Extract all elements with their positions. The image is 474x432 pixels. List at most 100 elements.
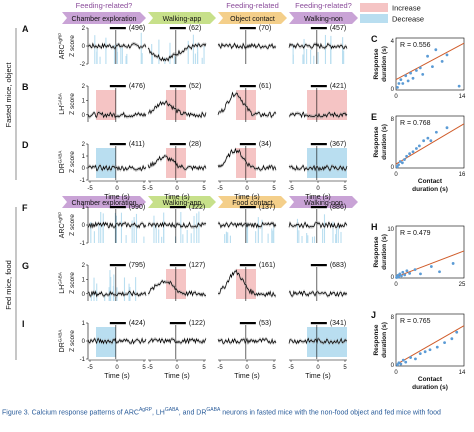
scatter-xlabel-line-J-0: Contact bbox=[418, 376, 443, 383]
event-bar-3-0 bbox=[109, 206, 126, 209]
decrease-stripe-3-1-6 bbox=[193, 215, 195, 243]
event-count-0-2: (70) bbox=[259, 25, 271, 32]
event-count-5-0: (424) bbox=[129, 320, 145, 327]
figure-canvas: Fasted mice, object Fed mice, food Feeding… bbox=[4, 1, 466, 391]
decrease-stripe-3-0-12 bbox=[93, 231, 95, 243]
decrease-stripe-0-1-9 bbox=[187, 40, 189, 64]
scatter-fit-C bbox=[395, 42, 465, 81]
panel-letter-G: G bbox=[22, 261, 29, 271]
zscore-label-text-2: Z score bbox=[69, 151, 76, 173]
event-bar-3-2 bbox=[239, 206, 256, 209]
x-tick-label-5-3-1: 0 bbox=[316, 365, 320, 371]
header-top-tag-2: Feeding-related bbox=[226, 1, 279, 10]
decrease-stripe-0-0-13 bbox=[141, 53, 143, 64]
header-bottom-arrow-3 bbox=[289, 196, 358, 208]
event-count-1-0: (476) bbox=[129, 83, 145, 90]
scatter-fit-H bbox=[395, 250, 465, 278]
scatter-xtick-0-C: 0 bbox=[394, 94, 398, 100]
x-tick-label-5-2-2: 5 bbox=[272, 365, 276, 371]
y-tick-label-1-1: 1 bbox=[82, 98, 86, 104]
scatter-ytick-1-C: 4 bbox=[391, 39, 395, 45]
scatter-point-E-13 bbox=[434, 130, 438, 134]
scatter-point-C-16 bbox=[457, 84, 461, 88]
x-tick-label-2-3-0: -5 bbox=[288, 186, 294, 192]
legend-decrease-swatch bbox=[360, 14, 388, 23]
event-count-3-3: (886) bbox=[330, 204, 346, 211]
group-label-fasted-text: Fasted mice, object bbox=[4, 62, 13, 128]
trace-sem-4-1 bbox=[148, 278, 206, 298]
panel-letter-C: C bbox=[371, 34, 378, 44]
legend-increase-label: Increase bbox=[392, 4, 421, 13]
trace-line-2-1 bbox=[147, 155, 207, 172]
event-bar-5-2 bbox=[239, 322, 256, 325]
decrease-stripe-3-2-2 bbox=[273, 224, 275, 243]
decrease-stripe-3-0-2 bbox=[135, 213, 138, 243]
caption-text-1: Figure 3. Calcium response patterns of A… bbox=[2, 409, 139, 417]
header-bottom-label-2: Food contact bbox=[232, 200, 273, 207]
neuron-label-2: DRGABA bbox=[58, 151, 67, 174]
x-tick-label-2-1-1: 0 bbox=[175, 186, 179, 192]
x-tick-label-5-3-0: -5 bbox=[288, 365, 294, 371]
scatter-point-J-0 bbox=[396, 363, 399, 367]
scatter-ylabel-line-E-1: duration (s) bbox=[381, 124, 388, 160]
trace-line-3-1 bbox=[147, 221, 207, 229]
scatter-frame-J bbox=[395, 313, 465, 367]
y-tick-label-1-0: 2 bbox=[82, 84, 86, 90]
header-top-arrow-1 bbox=[148, 12, 216, 24]
y-tick-label-5-2: -1 bbox=[80, 357, 86, 363]
decrease-stripe-0-0-4 bbox=[121, 47, 123, 64]
x-tick-label-5-1-2: 5 bbox=[202, 365, 206, 371]
event-bar-3-3 bbox=[310, 206, 327, 209]
trace-line-0-1 bbox=[147, 43, 207, 62]
decrease-stripe-3-3-4 bbox=[313, 236, 316, 243]
decrease-stripe-3-3-8 bbox=[322, 228, 324, 243]
event-bar-2-0 bbox=[109, 143, 126, 146]
y-tick-label-4-1: 1 bbox=[82, 277, 86, 283]
x-tick-label-2-1-0: -5 bbox=[147, 186, 153, 192]
scatter-point-H-7 bbox=[403, 273, 407, 277]
scatter-xlabel-line-J-1: duration (s) bbox=[412, 384, 448, 391]
event-count-0-0: (496) bbox=[129, 25, 145, 32]
event-count-2-0: (411) bbox=[129, 141, 145, 148]
decrease-stripe-0-1-6 bbox=[192, 34, 194, 64]
zscore-label-0: Z score bbox=[69, 35, 76, 57]
event-bar-0-0 bbox=[109, 27, 126, 30]
decrease-stripe-3-0-7 bbox=[125, 235, 127, 243]
scatter-point-E-9 bbox=[417, 144, 421, 148]
decrease-stripe-3-2-3 bbox=[271, 228, 273, 243]
decrease-stripe-0-1-12 bbox=[152, 55, 154, 64]
event-count-1-1: (52) bbox=[189, 83, 201, 90]
event-count-5-2: (53) bbox=[259, 320, 271, 327]
scatter-point-J-8 bbox=[423, 350, 427, 354]
scatter-point-H-8 bbox=[405, 269, 409, 273]
decrease-stripe-3-3-13 bbox=[301, 236, 303, 243]
decrease-stripe-3-0-0 bbox=[115, 215, 117, 243]
decrease-stripe-3-1-9 bbox=[198, 211, 200, 243]
scatter-point-H-14 bbox=[451, 262, 455, 265]
event-count-4-3: (683) bbox=[330, 262, 346, 269]
x-tick-label-2-1-2: 5 bbox=[202, 186, 206, 192]
decrease-stripe-0-1-10 bbox=[196, 52, 199, 64]
decrease-stripe-0-1-8 bbox=[158, 39, 160, 64]
trace-line-2-2 bbox=[217, 148, 277, 172]
x-tick-label-5-1-1: 0 bbox=[175, 365, 179, 371]
header-bottom-arrow-1 bbox=[148, 196, 216, 208]
decrease-stripe-3-0-8 bbox=[90, 221, 92, 243]
x-axis-title-5-2: Time (s) bbox=[234, 373, 259, 380]
decrease-stripe-3-2-1 bbox=[255, 231, 257, 243]
group-label-fed: Fed mice, food bbox=[4, 260, 13, 310]
decrease-stripe-3-1-3 bbox=[158, 229, 160, 243]
scatter-point-J-10 bbox=[435, 345, 439, 349]
neuron-label-3: ARCAgRP bbox=[58, 212, 67, 239]
scatter-ylabel-line-H-1: duration (s) bbox=[381, 234, 388, 270]
decrease-stripe-3-1-12 bbox=[190, 233, 192, 243]
header-top-label-3: Walking-non bbox=[304, 16, 343, 23]
scatter-fit-E bbox=[395, 123, 465, 165]
decrease-stripe-3-3-12 bbox=[311, 236, 314, 243]
decrease-stripe-0-1-3 bbox=[203, 46, 205, 64]
zscore-label-2: Z score bbox=[69, 151, 76, 173]
scatter-point-E-6 bbox=[408, 152, 411, 156]
trace-line-5-0 bbox=[87, 337, 147, 345]
scatter-point-J-3 bbox=[401, 358, 405, 362]
event-bar-1-3 bbox=[310, 85, 327, 88]
